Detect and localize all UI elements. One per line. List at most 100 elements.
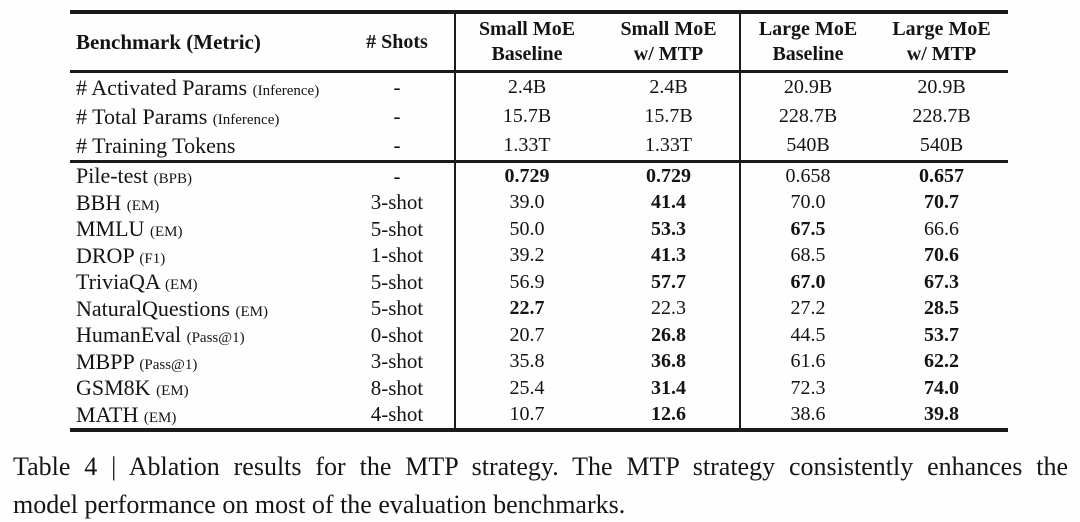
benchmark-name: DROP <box>76 242 134 268</box>
benchmark-metric: (F1) <box>139 250 166 267</box>
value-cell: 41.4 <box>651 191 686 214</box>
benchmark-metric: (Inference) <box>212 111 280 128</box>
value-cell: 66.6 <box>924 217 959 240</box>
header-shots: # Shots <box>340 12 455 73</box>
table-row: TriviaQA (EM) 5-shot 56.9 57.7 67.0 67.3 <box>70 269 1008 296</box>
value-cell: 228.7B <box>912 105 971 127</box>
value-cell: 20.9B <box>917 76 966 98</box>
shots-cell: - <box>393 75 401 99</box>
value-cell: 62.2 <box>924 350 959 373</box>
shots-cell: - <box>340 160 455 190</box>
ablation-table: Benchmark (Metric) # Shots Small MoE Bas… <box>70 10 1008 432</box>
header-line2: w/ MTP <box>906 43 977 65</box>
shots-cell: 4-shot <box>370 402 424 427</box>
value-cell: 25.4 <box>454 375 598 402</box>
benchmark-metric: (Pass@1) <box>186 330 245 347</box>
benchmark-metric: (EM) <box>143 409 177 426</box>
benchmark-metric: (EM) <box>156 383 189 400</box>
value-cell: 44.5 <box>739 322 875 349</box>
value-cell: 70.6 <box>924 244 959 267</box>
benchmark-name: HumanEval <box>76 322 182 348</box>
value-cell: 28.5 <box>924 297 959 320</box>
shots-cell: - <box>393 133 401 157</box>
value-cell: 2.4B <box>454 71 598 102</box>
shots-cell: - <box>393 104 401 128</box>
param-rows-body: # Activated Params (Inference) - 2.4B 2.… <box>70 71 1008 162</box>
shots-cell: 5-shot <box>370 216 424 241</box>
shots-cell: 3-shot <box>370 190 424 215</box>
value-cell: 39.0 <box>454 189 598 216</box>
value-cell: 1.33T <box>644 134 693 156</box>
header-line1: Large MoE <box>758 18 858 40</box>
value-cell: 35.8 <box>454 348 598 375</box>
shots-cell: 1-shot <box>370 243 424 268</box>
benchmark-name: # Training Tokens <box>76 132 236 158</box>
header-line2: w/ MTP <box>633 43 704 65</box>
benchmark-metric: (Pass@1) <box>139 356 198 373</box>
benchmark-name: MATH <box>76 401 139 427</box>
value-cell: 67.5 <box>739 216 875 243</box>
table-row: HumanEval (Pass@1) 0-shot 20.7 26.8 44.5… <box>70 322 1008 349</box>
table-row: # Training Tokens - 1.33T 1.33T 540B 540… <box>70 131 1008 162</box>
benchmark-name: GSM8K <box>76 375 151 401</box>
value-cell: 26.8 <box>651 323 686 346</box>
value-cell: 61.6 <box>739 348 875 375</box>
table-row: MBPP (Pass@1) 3-shot 35.8 36.8 61.6 62.2 <box>70 348 1008 375</box>
caption-line-2: model performance on most of the evaluat… <box>13 490 626 519</box>
value-cell: 540B <box>739 131 875 162</box>
value-cell: 15.7B <box>454 102 598 131</box>
value-cell: 12.6 <box>651 403 686 426</box>
value-cell: 1.33T <box>454 131 598 162</box>
value-cell: 228.7B <box>739 102 875 131</box>
header-row: Benchmark (Metric) # Shots Small MoE Bas… <box>70 12 1008 73</box>
table-row: MATH (EM) 4-shot 10.7 12.6 38.6 39.8 <box>70 401 1008 430</box>
value-cell: 67.3 <box>924 270 959 293</box>
table-row: # Activated Params (Inference) - 2.4B 2.… <box>70 71 1008 102</box>
value-cell: 70.7 <box>924 191 959 214</box>
value-cell: 50.0 <box>454 216 598 243</box>
value-cell: 36.8 <box>651 350 686 373</box>
value-cell: 27.2 <box>739 295 875 322</box>
value-cell: 41.3 <box>651 244 686 267</box>
shots-cell: 3-shot <box>370 349 424 374</box>
header-benchmark-metric: Benchmark (Metric) <box>70 12 340 73</box>
value-cell: 39.2 <box>454 242 598 269</box>
value-cell: 0.657 <box>875 160 1008 190</box>
value-cell: 67.0 <box>739 269 875 296</box>
shots-cell: 8-shot <box>370 375 424 400</box>
benchmark-name: # Total Params <box>76 103 208 129</box>
value-cell: 10.7 <box>454 401 598 430</box>
benchmark-metric: (EM) <box>165 277 198 294</box>
ablation-table-container: Benchmark (Metric) # Shots Small MoE Bas… <box>70 10 1008 432</box>
value-cell: 2.4B <box>649 76 688 98</box>
benchmark-metric: (EM) <box>235 303 268 320</box>
shots-cell: 5-shot <box>370 296 424 321</box>
value-cell: 57.7 <box>651 270 686 293</box>
shots-cell: 0-shot <box>370 322 424 347</box>
table-row: # Total Params (Inference) - 15.7B 15.7B… <box>70 102 1008 131</box>
value-cell: 0.658 <box>739 160 875 190</box>
value-cell: 0.729 <box>454 160 598 190</box>
header-line1: Small MoE <box>478 18 576 40</box>
value-cell: 72.3 <box>739 375 875 402</box>
value-cell: 70.0 <box>739 189 875 216</box>
benchmark-name: TriviaQA <box>76 269 160 295</box>
table-header: Benchmark (Metric) # Shots Small MoE Bas… <box>70 12 1008 73</box>
table-row: NaturalQuestions (EM) 5-shot 22.7 22.3 2… <box>70 295 1008 322</box>
benchmark-metric: (Inference) <box>252 82 320 99</box>
value-cell: 20.9B <box>739 71 875 102</box>
header-line1: Small MoE <box>620 18 717 40</box>
benchmark-name: MMLU <box>76 216 145 242</box>
header-small-moe-baseline: Small MoE Baseline <box>454 12 598 73</box>
benchmark-name: NaturalQuestions <box>76 295 230 321</box>
table-row: BBH (EM) 3-shot 39.0 41.4 70.0 70.7 <box>70 189 1008 216</box>
benchmark-metric: (EM) <box>149 224 183 241</box>
header-large-moe-mtp: Large MoE w/ MTP <box>875 12 1008 73</box>
value-cell: 20.7 <box>454 322 598 349</box>
value-cell: 56.9 <box>454 269 598 296</box>
benchmark-metric: (EM) <box>126 197 160 214</box>
header-line2: Baseline <box>491 43 563 65</box>
header-line1: Large MoE <box>892 18 991 40</box>
header-line2: Baseline <box>772 43 844 65</box>
